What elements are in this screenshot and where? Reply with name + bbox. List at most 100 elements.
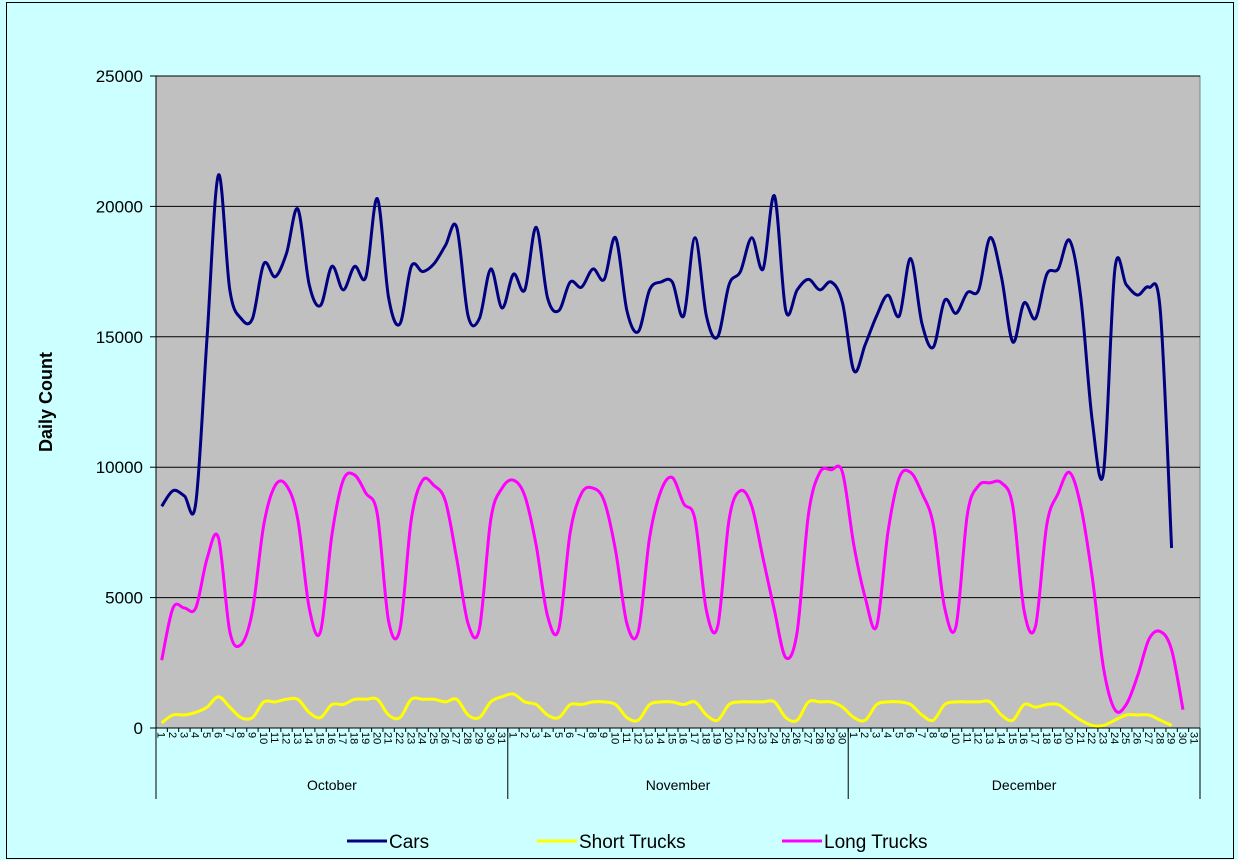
- day-tick-label: 1: [506, 732, 518, 738]
- day-tick-label: 10: [257, 732, 269, 744]
- day-tick-label: 24: [767, 732, 779, 744]
- day-tick-label: 29: [1165, 732, 1177, 744]
- day-tick-label: 12: [972, 732, 984, 744]
- day-tick-label: 6: [563, 732, 575, 738]
- day-tick-label: 6: [211, 732, 223, 738]
- day-tick-label: 30: [836, 732, 848, 744]
- day-tick-label: 4: [881, 732, 893, 738]
- day-tick-label: 25: [1119, 732, 1131, 744]
- legend-label-long-trucks: Long Trucks: [824, 832, 928, 853]
- day-tick-label: 13: [291, 732, 303, 744]
- day-tick-label: 23: [756, 732, 768, 744]
- day-tick-label: 17: [1028, 732, 1040, 744]
- day-tick-label: 25: [427, 732, 439, 744]
- day-tick-label: 8: [586, 732, 598, 738]
- day-tick-label: 27: [1142, 732, 1154, 744]
- day-tick-label: 12: [280, 732, 292, 744]
- day-tick-label: 13: [643, 732, 655, 744]
- day-tick-label: 14: [994, 732, 1006, 744]
- day-tick-label: 21: [1074, 732, 1086, 744]
- day-tick-label: 31: [1187, 732, 1199, 744]
- day-tick-label: 30: [484, 732, 496, 744]
- day-tick-label: 26: [438, 732, 450, 744]
- day-tick-label: 28: [461, 732, 473, 744]
- day-tick-label: 29: [824, 732, 836, 744]
- day-tick-label: 16: [325, 732, 337, 744]
- day-tick-label: 11: [960, 732, 972, 743]
- day-tick-label: 17: [688, 732, 700, 744]
- day-tick-label: 8: [926, 732, 938, 738]
- day-tick-label: 9: [938, 732, 950, 738]
- day-tick-label: 26: [790, 732, 802, 744]
- y-tick-label: 15000: [96, 328, 143, 347]
- day-tick-label: 3: [177, 732, 189, 738]
- day-tick-label: 2: [166, 732, 178, 738]
- day-tick-label: 27: [450, 732, 462, 744]
- day-tick-label: 14: [654, 732, 666, 744]
- series-line-short-trucks: [160, 692, 1173, 728]
- day-tick-label: 4: [541, 732, 553, 738]
- day-tick-label: 28: [813, 732, 825, 744]
- day-tick-label: 20: [1063, 732, 1075, 744]
- day-tick-label: 23: [1097, 732, 1109, 744]
- day-tick-label: 2: [518, 732, 530, 738]
- y-tick-label: 20000: [96, 197, 143, 216]
- y-axis-label: Daily Count: [36, 352, 56, 452]
- month-label: October: [307, 777, 357, 793]
- plot-area: [155, 75, 1201, 729]
- day-tick-label: 1: [155, 732, 167, 738]
- legend-label-cars: Cars: [389, 832, 429, 853]
- day-tick-label: 11: [620, 732, 632, 743]
- chart-frame: 0 5000 10000 15000 20000 25000 1 2 3 4 5 6 7 8 9 10 11 1…: [6, 2, 1234, 859]
- y-tick-label: 10000: [96, 458, 143, 477]
- day-tick-label: 21: [382, 732, 394, 744]
- day-tick-label: 15: [665, 732, 677, 744]
- day-tick-label: 5: [552, 732, 564, 738]
- day-tick-label: 28: [1153, 732, 1165, 744]
- y-tick-label: 0: [134, 719, 143, 738]
- month-label: November: [646, 777, 711, 793]
- day-tick-label: 24: [416, 732, 428, 744]
- day-tick-label: 18: [348, 732, 360, 744]
- day-tick-label: 19: [359, 732, 371, 744]
- day-tick-label: 5: [200, 732, 212, 738]
- month-label: December: [992, 777, 1057, 793]
- day-tick-label: 18: [1040, 732, 1052, 744]
- series-line-cars: [160, 173, 1174, 549]
- day-tick-label: 7: [575, 732, 587, 738]
- day-tick-label: 2: [858, 732, 870, 738]
- day-tick-label: 3: [529, 732, 541, 738]
- day-tick-label: 15: [1006, 732, 1018, 744]
- day-tick-label: 19: [1051, 732, 1063, 744]
- day-tick-label: 9: [245, 732, 257, 738]
- day-tick-label: 22: [1085, 732, 1097, 744]
- day-tick-label: 23: [404, 732, 416, 744]
- day-tick-label: 27: [802, 732, 814, 744]
- day-tick-label: 18: [699, 732, 711, 744]
- day-tick-label: 7: [223, 732, 235, 738]
- day-tick-label: 11: [268, 732, 280, 743]
- day-tick-label: 25: [779, 732, 791, 744]
- day-tick-label: 16: [677, 732, 689, 744]
- day-tick-label: 1: [847, 732, 859, 738]
- day-tick-label: 10: [949, 732, 961, 744]
- y-tick-label: 25000: [96, 67, 143, 86]
- day-tick-label: 20: [370, 732, 382, 744]
- day-tick-label: 6: [904, 732, 916, 738]
- day-tick-label: 22: [393, 732, 405, 744]
- day-tick-label: 3: [870, 732, 882, 738]
- day-tick-label: 10: [609, 732, 621, 744]
- day-tick-label: 9: [597, 732, 609, 738]
- legend-label-short-trucks: Short Trucks: [579, 832, 686, 853]
- day-tick-label: 20: [722, 732, 734, 744]
- day-tick-label: 17: [336, 732, 348, 744]
- day-tick-label: 4: [189, 732, 201, 738]
- day-tick-label: 15: [314, 732, 326, 744]
- day-tick-label: 24: [1108, 732, 1120, 744]
- y-tick-label: 5000: [105, 589, 143, 608]
- day-tick-label: 7: [915, 732, 927, 738]
- series-line-long-trucks: [160, 464, 1185, 714]
- day-tick-label: 14: [302, 732, 314, 744]
- day-tick-label: 26: [1131, 732, 1143, 744]
